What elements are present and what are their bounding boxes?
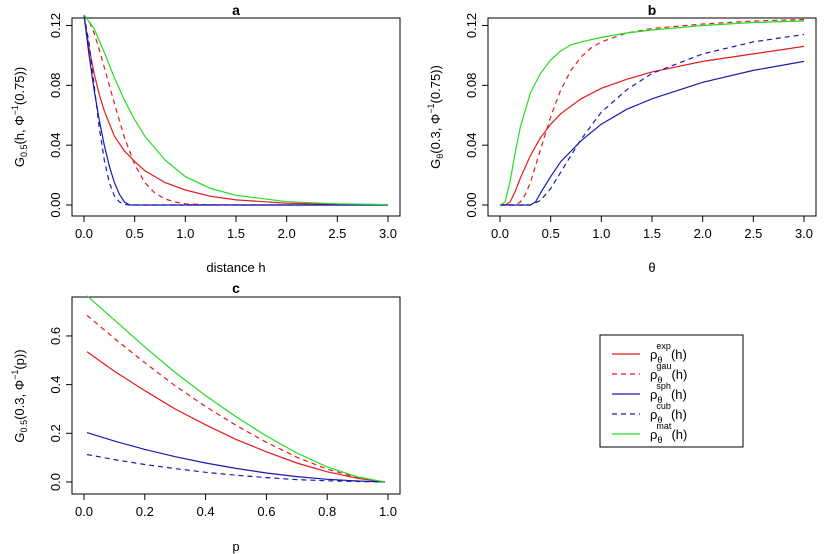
panel-b-x-label: θ (648, 260, 655, 275)
panel-a-series (83, 14, 389, 206)
panel-c-plot-box (71, 296, 401, 495)
y-tick-label: 0.6 (48, 327, 63, 345)
series-line-exp (83, 14, 389, 206)
legend-label-cub: ρθcub(h) (650, 401, 687, 425)
x-tick-label: 3.0 (379, 226, 397, 241)
panel-c-y-label: G0.5(0.3, Φ−1(p)) (10, 349, 29, 442)
panel-c-x-label: p (232, 539, 239, 554)
panel-b: b 0.0 0.5 1.0 1.5 2.0 2.5 3.0 0.00 0.04 0.08 0.12… (426, 2, 817, 275)
y-tick-label: 0.12 (464, 13, 479, 38)
panel-b-series (499, 18, 805, 206)
y-tick-label: 0.0 (48, 473, 63, 491)
panel-b-title: b (648, 2, 657, 18)
legend-item: ρθexp(h) (612, 341, 687, 365)
x-tick-label: 2.5 (328, 226, 346, 241)
x-tick-label: 1.5 (227, 226, 245, 241)
x-tick-label: 0.5 (126, 226, 144, 241)
x-tick-label: 1.0 (176, 226, 194, 241)
y-tick-label: 0.12 (48, 13, 63, 38)
x-tick-label: 0.0 (491, 226, 509, 241)
legend-label-exp: ρθexp(h) (650, 341, 687, 365)
y-tick-label: 0.04 (48, 133, 63, 158)
y-tick-label: 0.04 (464, 133, 479, 158)
series-line-cub (83, 14, 388, 206)
legend-item: ρθmat(h) (612, 421, 687, 445)
legend-item: ρθgau(h) (612, 361, 687, 385)
x-tick-label: 2.0 (694, 226, 712, 241)
series-line-exp (500, 45, 805, 206)
legend-label-mat: ρθmat(h) (650, 421, 687, 445)
y-tick-label: 0.00 (48, 192, 63, 217)
panel-c: c 0.0 0.2 0.4 0.6 0.8 1.0 0.0 0.2 0.4 0.6 p G0.5… (10, 280, 401, 554)
x-tick-label: 0.2 (136, 504, 154, 519)
series-line-sph (86, 432, 386, 483)
series-line-exp (86, 351, 386, 483)
panel-a-y-axis: 0.00 0.04 0.08 0.12 (48, 13, 72, 218)
x-tick-label: 0.4 (197, 504, 215, 519)
y-tick-label: 0.08 (48, 73, 63, 98)
panel-a-plot-box (71, 17, 401, 217)
y-tick-label: 0.2 (48, 424, 63, 442)
y-tick-label: 0.08 (464, 73, 479, 98)
series-line-mat (499, 20, 805, 206)
panel-c-y-axis: 0.0 0.2 0.4 0.6 (48, 327, 72, 491)
x-tick-label: 0.0 (75, 504, 93, 519)
panel-b-y-label: Gθ(0.3, Φ−1(0.75)) (426, 65, 445, 169)
panel-b-plot-box (487, 17, 817, 217)
panel-c-series (86, 295, 386, 483)
panel-b-y-axis: 0.00 0.04 0.08 0.12 (464, 13, 488, 218)
panel-c-title: c (232, 280, 240, 296)
series-line-sph (500, 60, 805, 206)
legend-label-sph: ρθsph(h) (650, 381, 687, 405)
x-tick-label: 2.5 (744, 226, 762, 241)
series-line-mat (83, 14, 389, 206)
panel-c-x-axis: 0.0 0.2 0.4 0.6 0.8 1.0 (75, 494, 397, 519)
series-line-cub (500, 33, 805, 206)
panel-b-x-axis: 0.0 0.5 1.0 1.5 2.0 2.5 3.0 (491, 216, 813, 241)
x-tick-label: 2.0 (278, 226, 296, 241)
series-line-mat (86, 295, 386, 483)
legend-label-gau: ρθgau(h) (650, 361, 687, 385)
x-tick-label: 1.5 (643, 226, 661, 241)
x-tick-label: 3.0 (795, 226, 813, 241)
x-tick-label: 1.0 (592, 226, 610, 241)
panel-a: a 0.0 0.5 1.0 1.5 2.0 2.5 3.0 0.00 0.04 0.08 0.12… (10, 2, 401, 275)
series-line-gau (86, 314, 386, 483)
panel-a-x-axis: 0.0 0.5 1.0 1.5 2.0 2.5 3.0 (75, 216, 397, 241)
y-tick-label: 0.00 (464, 192, 479, 217)
x-tick-label: 0.8 (318, 504, 336, 519)
panel-a-title: a (232, 2, 240, 18)
x-tick-label: 1.0 (379, 504, 397, 519)
y-tick-label: 0.4 (48, 376, 63, 394)
x-tick-label: 0.0 (75, 226, 93, 241)
series-line-cub (86, 453, 386, 483)
panel-a-x-label: distance h (206, 260, 265, 275)
x-tick-label: 0.6 (257, 504, 275, 519)
legend: ρθexp(h) ρθgau(h) ρθsph(h) ρθcub(h) ρθma… (599, 334, 744, 448)
panel-a-y-label: G0.5(h, Φ−1(0.75)) (10, 67, 29, 167)
x-tick-label: 0.5 (542, 226, 560, 241)
legend-item: ρθcub(h) (612, 401, 687, 425)
legend-item: ρθsph(h) (612, 381, 687, 405)
series-line-gau (500, 18, 805, 206)
